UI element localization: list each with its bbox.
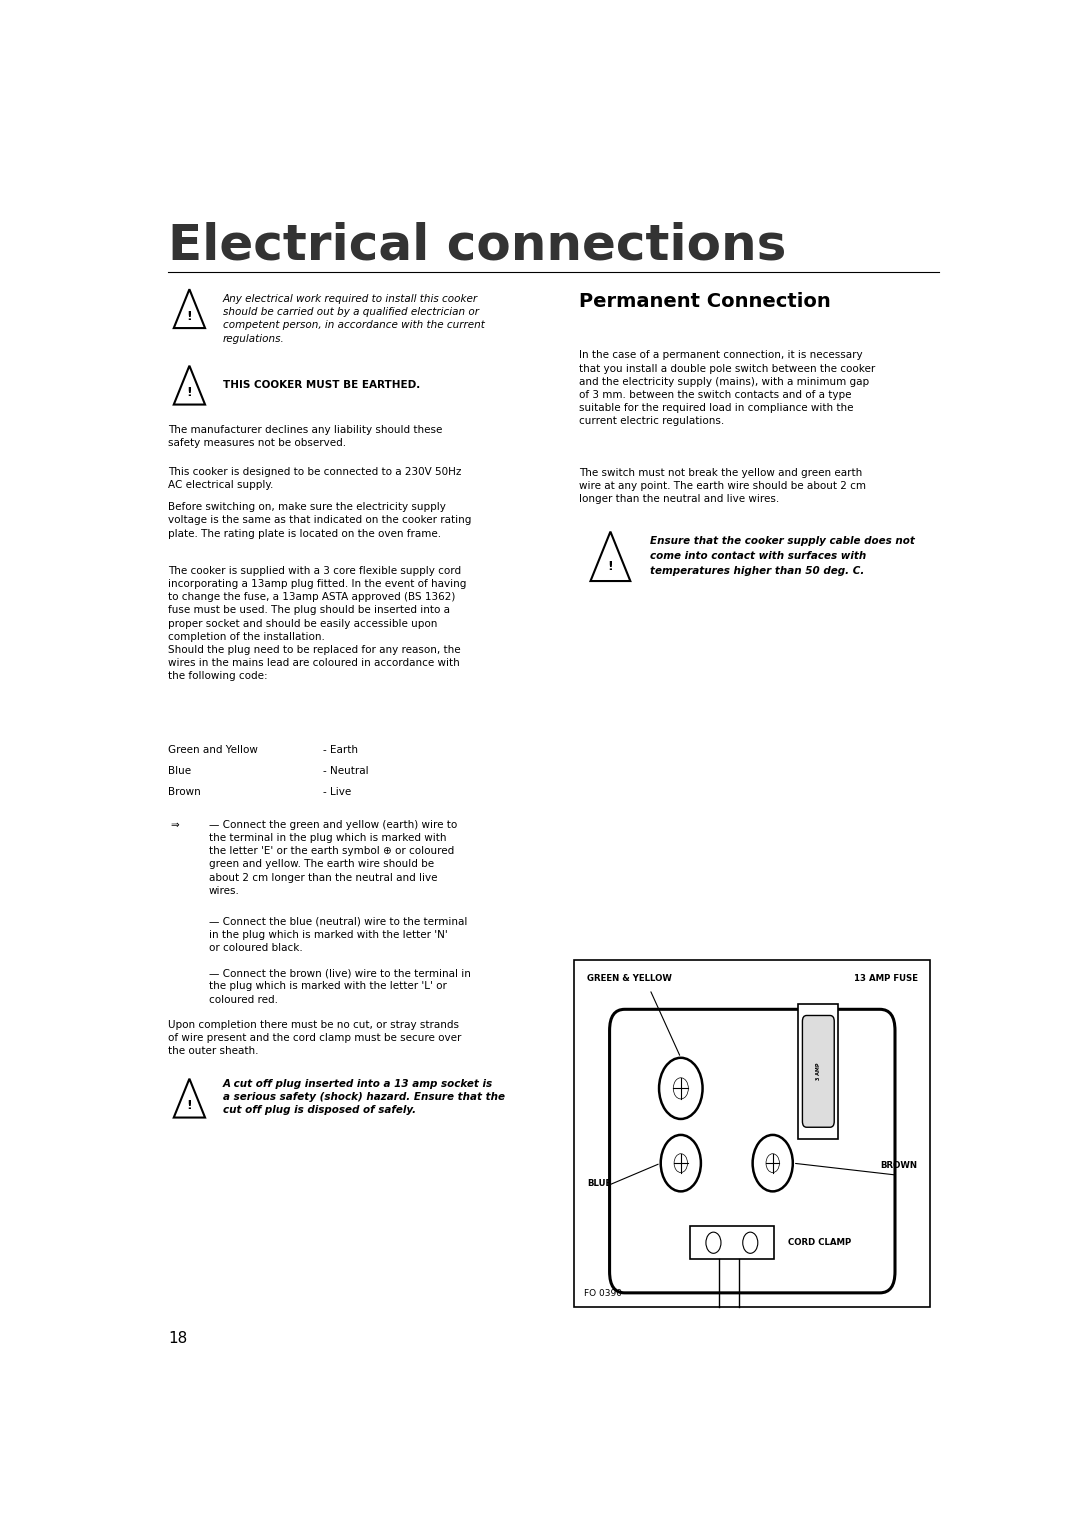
Text: !: ! [187, 387, 192, 399]
FancyBboxPatch shape [802, 1016, 834, 1128]
Text: !: ! [187, 1100, 192, 1112]
Text: CORD CLAMP: CORD CLAMP [788, 1238, 851, 1247]
Text: In the case of a permanent connection, it is necessary
that you install a double: In the case of a permanent connection, i… [579, 350, 875, 426]
Text: Blue: Blue [168, 766, 191, 776]
Text: — Connect the blue (neutral) wire to the terminal
in the plug which is marked wi: — Connect the blue (neutral) wire to the… [208, 917, 467, 953]
Text: — Connect the green and yellow (earth) wire to
the terminal in the plug which is: — Connect the green and yellow (earth) w… [208, 821, 457, 895]
Text: The switch must not break the yellow and green earth
wire at any point. The eart: The switch must not break the yellow and… [579, 468, 865, 504]
Circle shape [766, 1154, 780, 1172]
Text: THIS COOKER MUST BE EARTHED.: THIS COOKER MUST BE EARTHED. [222, 380, 420, 390]
Text: Any electrical work required to install this cooker
should be carried out by a q: Any electrical work required to install … [222, 293, 485, 344]
FancyBboxPatch shape [609, 1010, 895, 1293]
Text: Ensure that the cooker supply cable does not
come into contact with surfaces wit: Ensure that the cooker supply cable does… [650, 536, 915, 576]
Text: ⇒: ⇒ [171, 821, 179, 830]
Text: Electrical connections: Electrical connections [168, 222, 787, 269]
Circle shape [753, 1135, 793, 1192]
Circle shape [673, 1077, 688, 1099]
Text: A cut off plug inserted into a 13 amp socket is
a serious safety (shock) hazard.: A cut off plug inserted into a 13 amp so… [222, 1079, 504, 1115]
Text: Brown: Brown [168, 787, 201, 798]
Circle shape [706, 1232, 721, 1253]
FancyBboxPatch shape [690, 1227, 773, 1259]
Text: - Neutral: - Neutral [323, 766, 369, 776]
Text: 13 AMP FUSE: 13 AMP FUSE [853, 973, 918, 983]
Circle shape [674, 1154, 688, 1172]
Text: BROWN: BROWN [880, 1161, 918, 1170]
Text: The cooker is supplied with a 3 core flexible supply cord
incorporating a 13amp : The cooker is supplied with a 3 core fle… [168, 565, 467, 681]
Text: 18: 18 [168, 1331, 188, 1346]
Circle shape [659, 1057, 703, 1118]
Text: !: ! [187, 310, 192, 322]
Text: This cooker is designed to be connected to a 230V 50Hz
AC electrical supply.: This cooker is designed to be connected … [168, 468, 462, 490]
Text: Green and Yellow: Green and Yellow [168, 744, 258, 755]
Text: — Connect the brown (live) wire to the terminal in
the plug which is marked with: — Connect the brown (live) wire to the t… [208, 969, 471, 1004]
Text: BLUE: BLUE [588, 1178, 611, 1187]
Text: Before switching on, make sure the electricity supply
voltage is the same as tha: Before switching on, make sure the elect… [168, 503, 472, 538]
Text: - Live: - Live [323, 787, 352, 798]
Text: !: ! [608, 559, 613, 573]
Text: Permanent Connection: Permanent Connection [579, 292, 831, 310]
Text: GREEN & YELLOW: GREEN & YELLOW [588, 973, 672, 983]
FancyBboxPatch shape [575, 960, 930, 1306]
Text: FO 0390: FO 0390 [584, 1288, 622, 1297]
Text: 3 AMP: 3 AMP [815, 1062, 821, 1080]
Text: - Earth: - Earth [323, 744, 359, 755]
FancyBboxPatch shape [798, 1004, 838, 1138]
Circle shape [661, 1135, 701, 1192]
Text: The manufacturer declines any liability should these
safety measures not be obse: The manufacturer declines any liability … [168, 425, 443, 448]
Circle shape [743, 1232, 758, 1253]
Text: Upon completion there must be no cut, or stray strands
of wire present and the c: Upon completion there must be no cut, or… [168, 1019, 462, 1056]
